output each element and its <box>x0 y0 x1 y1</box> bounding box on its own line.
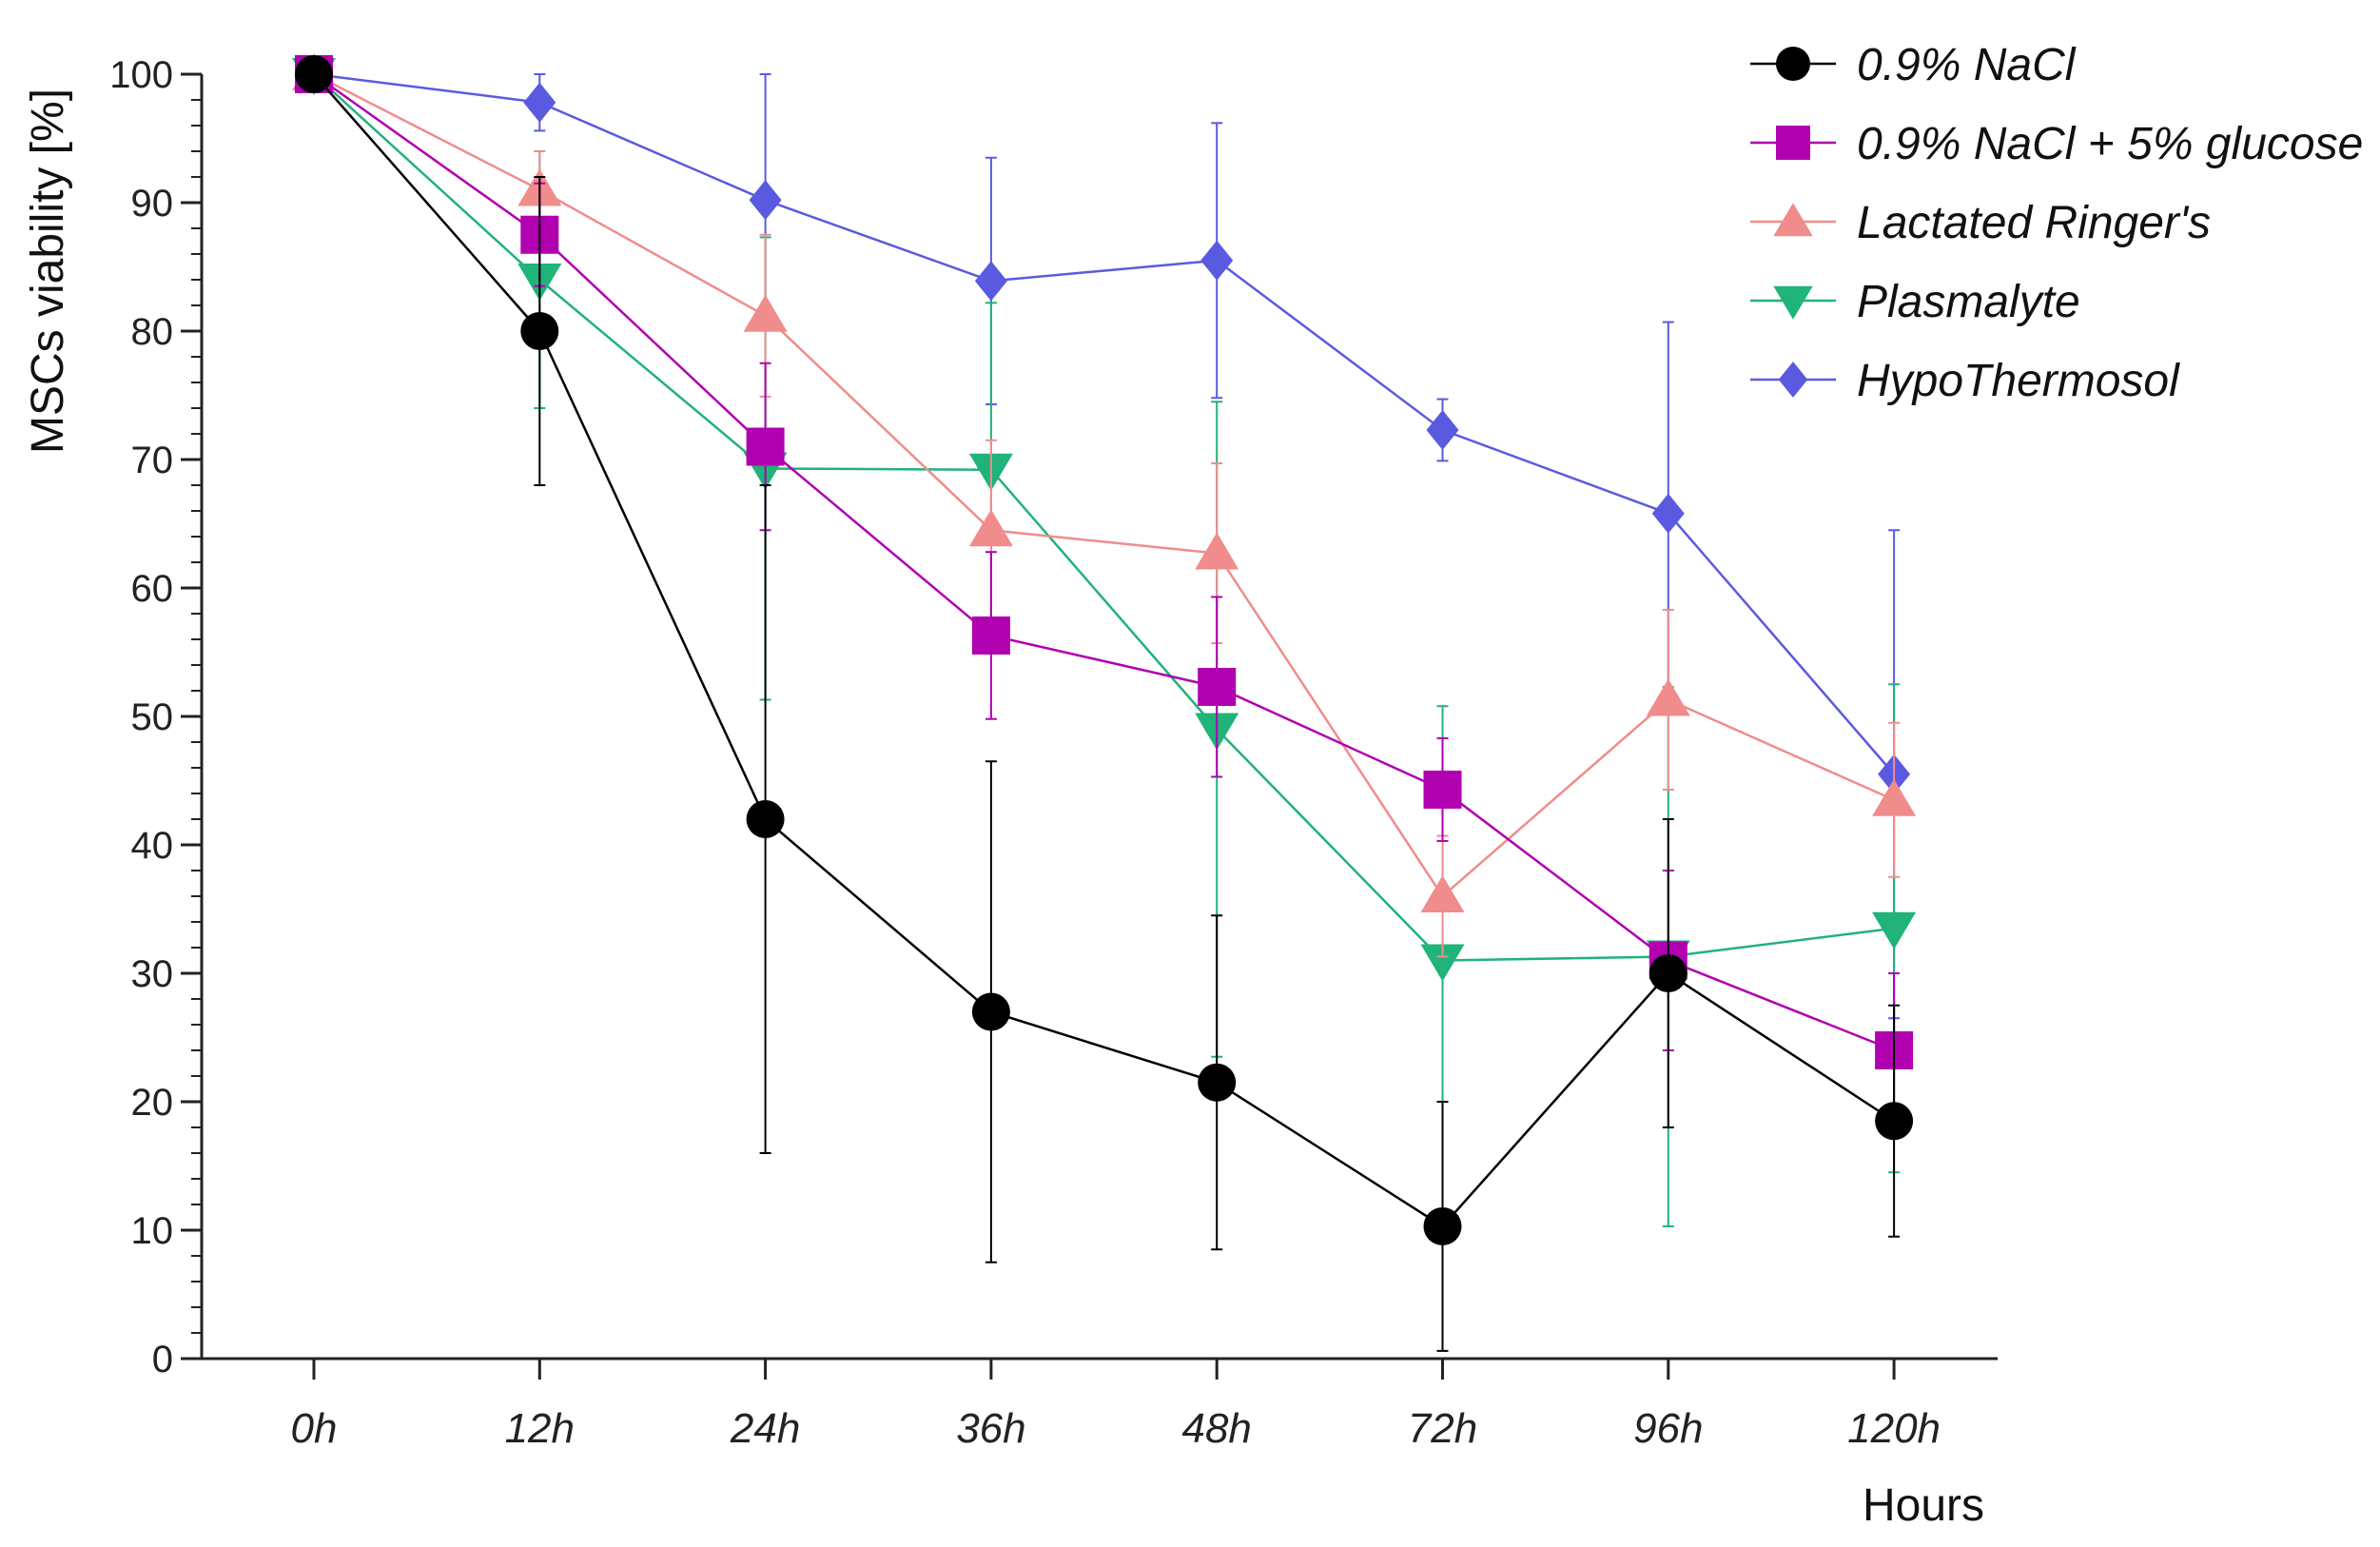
data-point <box>1875 1102 1914 1141</box>
x-tick-label: 96h <box>1633 1405 1703 1452</box>
x-tick-label: 72h <box>1408 1405 1477 1452</box>
legend-label: Plasmalyte <box>1857 277 2080 327</box>
axes-layer: 0 10 20 30 40 50 60 70 80 90 100 0h 12h 24h 36h 48h 72h 9… <box>109 54 1998 1452</box>
data-point <box>1872 778 1917 816</box>
data-point <box>746 427 785 466</box>
data-point <box>1872 911 1917 950</box>
legend-label: 0.9% NaCl <box>1857 40 2077 90</box>
legend-marker <box>1776 47 1810 81</box>
data-point <box>1426 409 1459 450</box>
y-tick-label: 20 <box>131 1082 174 1124</box>
y-tick-label: 60 <box>131 568 174 610</box>
y-tick-label: 80 <box>131 311 174 353</box>
data-point <box>1198 1063 1237 1102</box>
legend-item-lactated-ringer-s: Lactated Ringer's <box>1750 198 2211 248</box>
x-axis-title: Hours <box>1863 1480 1984 1531</box>
series-layer <box>292 53 1917 1352</box>
data-point <box>1200 240 1234 281</box>
y-tick-label: 10 <box>131 1210 174 1252</box>
series-0-9-nacl <box>295 55 1914 1352</box>
legend-marker <box>1773 203 1813 237</box>
legend-label: 0.9% NaCl + 5% glucose <box>1857 119 2363 169</box>
data-point <box>1423 1206 1462 1245</box>
legend-marker <box>1773 285 1813 320</box>
legend-marker <box>1776 126 1810 160</box>
x-tick-label: 0h <box>291 1405 338 1452</box>
data-point <box>974 261 1007 302</box>
y-tick-label: 50 <box>131 696 174 738</box>
y-tick-label: 30 <box>131 953 174 995</box>
series-line <box>313 72 1895 1052</box>
data-point <box>971 616 1010 655</box>
legend-item-0-9-nacl: 0.9% NaCl <box>1750 40 2077 90</box>
data-point <box>295 55 333 93</box>
data-point <box>968 509 1013 547</box>
legend-item-0-9-nacl-5-glucose: 0.9% NaCl + 5% glucose <box>1750 119 2363 169</box>
legend: 0.9% NaCl 0.9% NaCl + 5% glucose Lactated … <box>1750 40 2363 406</box>
x-tick-label: 48h <box>1181 1405 1251 1452</box>
series-line <box>313 72 1896 775</box>
data-point <box>1646 678 1690 716</box>
y-tick-label: 70 <box>131 440 174 481</box>
data-point <box>523 82 556 123</box>
y-axis-title: MSCs viability [%] <box>23 88 73 454</box>
series-line <box>313 73 1895 962</box>
y-tick-label: 40 <box>131 825 174 867</box>
x-tick-label: 24h <box>730 1405 800 1452</box>
data-point <box>971 992 1010 1031</box>
legend-item-plasmalyte: Plasmalyte <box>1750 277 2080 327</box>
y-tick-label: 90 <box>131 183 174 225</box>
legend-label: Lactated Ringer's <box>1857 198 2211 248</box>
series-line <box>313 72 1895 898</box>
x-tick-label: 36h <box>956 1405 1025 1452</box>
legend-label: HypoThermosol <box>1857 356 2180 406</box>
data-point <box>746 800 785 838</box>
data-point <box>1420 875 1465 912</box>
data-point <box>1195 532 1239 570</box>
data-point <box>520 312 559 350</box>
y-tick-label: 100 <box>109 54 173 96</box>
data-point <box>749 180 782 221</box>
x-tick-label: 12h <box>505 1405 575 1452</box>
series-line <box>313 73 1895 1228</box>
data-point <box>1420 944 1465 982</box>
data-point <box>1648 954 1687 992</box>
data-point <box>1423 770 1462 809</box>
x-tick-label: 120h <box>1847 1405 1941 1452</box>
y-tick-label: 0 <box>152 1339 173 1381</box>
data-point <box>743 294 788 332</box>
data-point <box>1651 493 1685 534</box>
data-point <box>1198 667 1237 706</box>
legend-item-hypothermosol: HypoThermosol <box>1750 356 2180 406</box>
legend-marker <box>1778 362 1808 398</box>
